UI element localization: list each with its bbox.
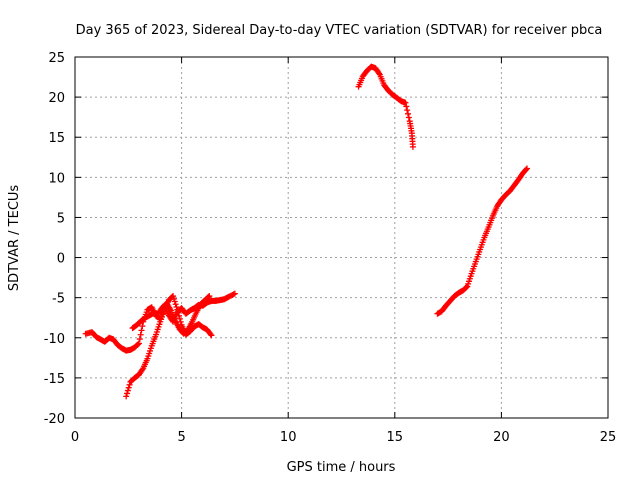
data-point-interp [124, 390, 131, 397]
x-axis-label: GPS time / hours [287, 460, 396, 475]
data-point [206, 293, 213, 300]
data-point [523, 165, 530, 172]
data-point-interp [136, 336, 143, 343]
y-tick-label: 0 [57, 252, 65, 267]
data-point-interp [173, 303, 180, 310]
series-track-c [129, 293, 213, 337]
y-tick-label: 5 [57, 211, 65, 226]
data-point-interp [404, 107, 411, 114]
data-point [208, 332, 215, 339]
y-tick-label: -5 [52, 292, 65, 307]
data-point-interp [523, 166, 530, 173]
chart-title: Day 365 of 2023, Sidereal Day-to-day VTE… [76, 23, 603, 38]
data-markers [82, 63, 530, 400]
x-tick-label: 5 [177, 430, 185, 445]
grid [75, 57, 608, 418]
data-point-interp [137, 331, 144, 338]
data-point-interp [205, 293, 212, 300]
y-axis-label: SDTVAR / TECUs [7, 185, 22, 292]
data-point-interp [207, 331, 214, 338]
x-tick-label: 10 [280, 430, 297, 445]
data-point-interp [405, 110, 412, 117]
plot-frame [74, 56, 609, 419]
data-point [123, 393, 130, 400]
data-point-interp [139, 366, 146, 373]
series-track-d [355, 63, 416, 150]
y-tick-label: -20 [44, 412, 65, 427]
x-tick-label: 20 [493, 430, 510, 445]
data-point [135, 340, 142, 347]
y-tick-label: 15 [48, 131, 65, 146]
data-point-interp [176, 315, 183, 322]
x-tick-label: 25 [600, 430, 617, 445]
data-point-interp [176, 312, 183, 319]
series-track-b [123, 293, 215, 400]
series-track-e [434, 165, 530, 317]
data-point-interp [172, 301, 179, 308]
data-point-interp [135, 341, 142, 348]
data-point-interp [403, 103, 410, 110]
y-tick-label: 25 [48, 51, 65, 66]
y-tick-label: 20 [48, 91, 65, 106]
x-tick-label: 0 [71, 430, 79, 445]
data-point-interp [125, 384, 132, 391]
data-point-interp [124, 387, 131, 394]
data-point [174, 306, 181, 313]
data-point [170, 293, 177, 300]
data-point-interp [138, 327, 145, 334]
y-tick-label: -10 [44, 332, 65, 347]
data-point-interp [405, 114, 412, 121]
data-point-interp [171, 298, 178, 305]
data-point [402, 99, 409, 106]
data-point [409, 143, 416, 150]
x-tick-label: 15 [387, 430, 404, 445]
data-point [231, 290, 238, 297]
data-point-interp [463, 284, 470, 291]
data-point-interp [126, 381, 133, 388]
y-tick-label: 10 [48, 171, 65, 186]
data-point-interp [376, 70, 383, 77]
data-point-interp [175, 309, 182, 316]
data-point-interp [170, 295, 177, 302]
data-point-interp [139, 323, 146, 330]
y-tick-label: -15 [44, 372, 65, 387]
